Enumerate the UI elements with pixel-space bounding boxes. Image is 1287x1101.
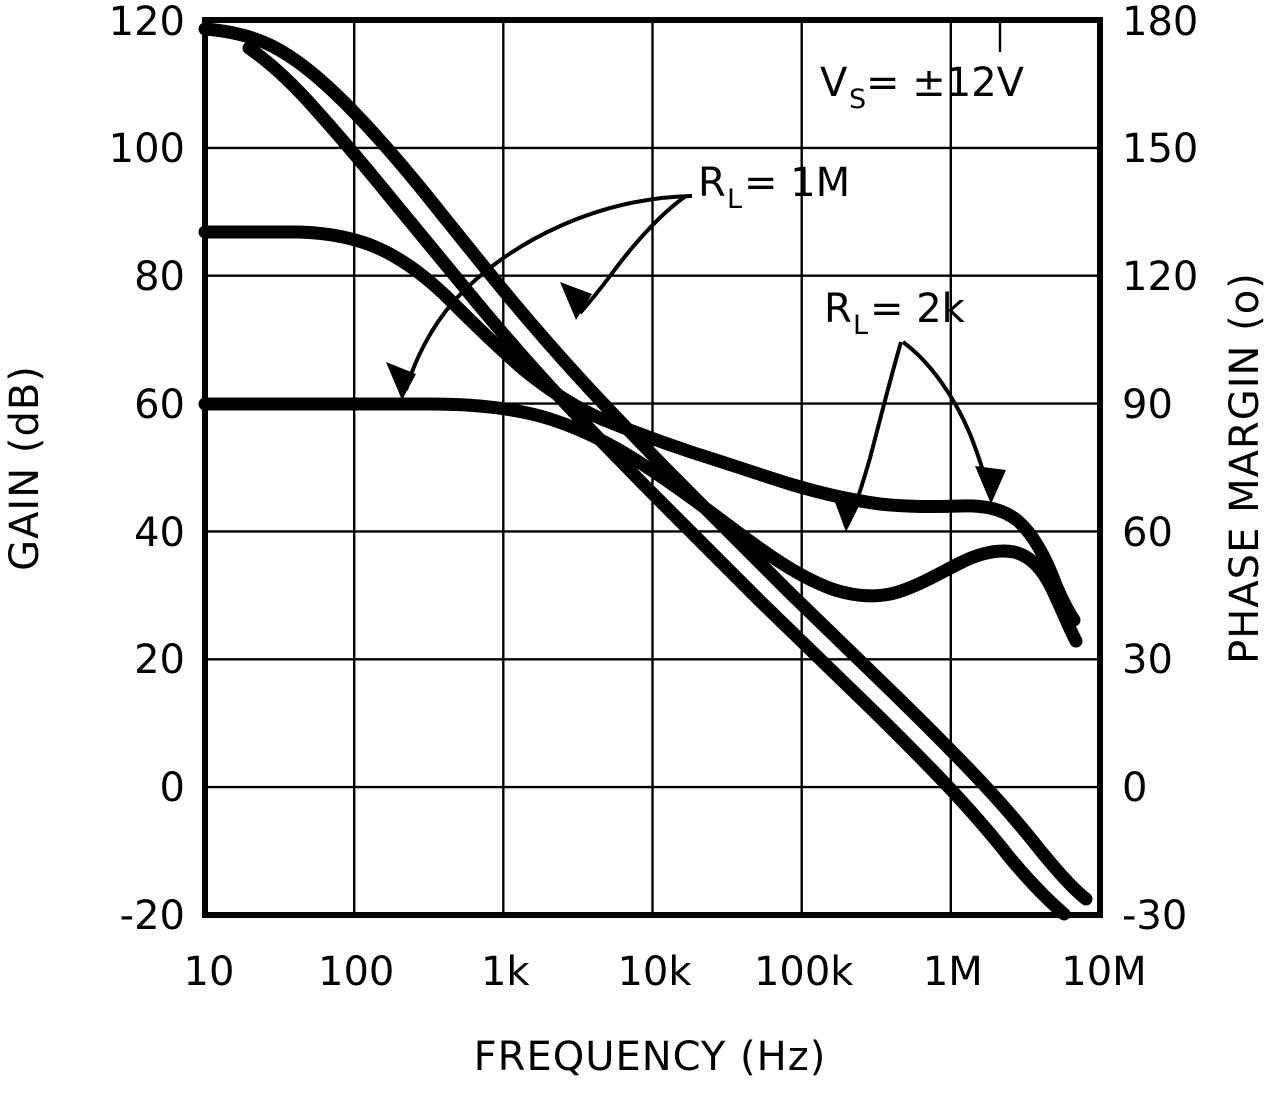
y-left-tick-2: 80 xyxy=(134,254,185,300)
x-tick-4: 100k xyxy=(754,949,854,995)
annotation-rl-1m: R L = 1M xyxy=(698,160,850,215)
arrowhead-rl-1m-right xyxy=(560,282,592,320)
y-right-tick-2: 120 xyxy=(1122,254,1198,300)
leader-rl-1m-left xyxy=(404,194,693,391)
annotation-vs-prefix: V xyxy=(820,60,848,106)
y-right-axis-title: PHASE MARGIN (o) xyxy=(1222,272,1268,664)
arrowhead-rl-1m-left xyxy=(386,362,416,400)
x-tick-5: 1M xyxy=(923,949,983,995)
y-left-tick-0: 120 xyxy=(109,0,185,45)
annotation-arrowheads xyxy=(386,282,1006,532)
x-tick-labels: 10 100 1k 10k 100k 1M 10M xyxy=(184,949,1147,995)
y-left-tick-4: 40 xyxy=(134,510,185,556)
annotation-rl-1m-prefix: R xyxy=(698,160,726,206)
x-tick-3: 10k xyxy=(617,949,692,995)
annotation-rl-2k-rest: = 2k xyxy=(870,286,966,332)
y-right-tick-6: 0 xyxy=(1122,765,1147,811)
y-right-tick-5: 30 xyxy=(1122,637,1173,683)
x-tick-2: 1k xyxy=(481,949,530,995)
curve-phase-rl-1m xyxy=(198,225,1081,627)
x-axis-title: FREQUENCY (Hz) xyxy=(474,1034,827,1080)
x-tick-0: 10 xyxy=(184,949,235,995)
plot-frame xyxy=(202,17,1103,918)
data-curves xyxy=(198,22,1093,921)
arrowhead-rl-2k-left xyxy=(832,494,862,532)
y-right-tick-0: 180 xyxy=(1122,0,1198,45)
annotation-rl-1m-rest: = 1M xyxy=(744,160,850,206)
y-right-tick-1: 150 xyxy=(1122,126,1198,172)
y-right-tick-labels: 180 150 120 90 60 30 0 -30 xyxy=(1122,0,1198,939)
y-left-axis-title: GAIN (dB) xyxy=(2,365,48,571)
annotation-vs-rest: = ±12V xyxy=(866,60,1025,106)
curve-gain-rl-2k xyxy=(242,41,1071,921)
curve-gain-rl-1m xyxy=(198,22,1093,906)
y-right-tick-7: -30 xyxy=(1122,893,1187,939)
annotation-rl-2k: R L = 2k xyxy=(824,286,966,341)
annotation-vs-subscript: S xyxy=(849,84,866,115)
annotation-vs: V S = ±12V xyxy=(820,60,1025,115)
y-right-tick-4: 60 xyxy=(1122,510,1173,556)
annotation-rl-2k-subscript: L xyxy=(853,310,868,341)
arrowhead-rl-2k-right xyxy=(975,466,1006,504)
curve-phase-rl-2k xyxy=(198,397,1083,648)
y-right-tick-3: 90 xyxy=(1122,382,1173,428)
x-tick-6: 10M xyxy=(1061,949,1146,995)
y-left-tick-1: 100 xyxy=(109,126,185,172)
y-left-tick-5: 20 xyxy=(134,637,185,683)
leader-rl-1m-right xyxy=(578,194,688,315)
x-tick-1: 100 xyxy=(318,949,394,995)
y-left-tick-labels: 120 100 80 60 40 20 0 -20 xyxy=(109,0,185,939)
y-left-tick-7: -20 xyxy=(120,893,185,939)
annotation-rl-1m-subscript: L xyxy=(727,184,742,215)
y-left-tick-6: 0 xyxy=(160,765,185,811)
y-left-tick-3: 60 xyxy=(134,382,185,428)
annotation-rl-2k-prefix: R xyxy=(824,286,852,332)
